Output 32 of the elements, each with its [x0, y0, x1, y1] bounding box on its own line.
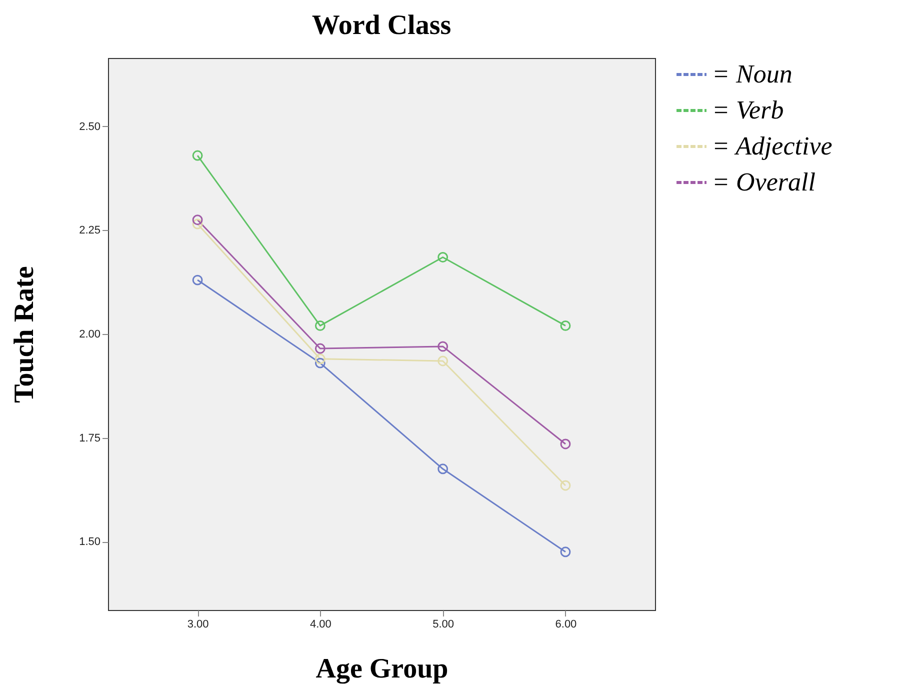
point	[560, 320, 571, 331]
legend-label: = Overall	[712, 168, 816, 196]
legend-label: = Verb	[712, 96, 784, 124]
point	[560, 438, 571, 450]
point	[438, 252, 448, 262]
point	[192, 214, 203, 226]
point	[314, 358, 326, 368]
point	[438, 341, 448, 352]
y-tick-label: 1.50	[79, 536, 100, 548]
x-axis-title: Age Group	[316, 654, 448, 684]
legend-label: = Noun	[712, 60, 792, 88]
point	[438, 464, 448, 474]
point	[314, 354, 326, 364]
chart-title: Word Class	[312, 10, 452, 41]
x-tick-label: 6.00	[555, 618, 577, 630]
point	[314, 343, 326, 354]
x-tick-label: 4.00	[310, 618, 332, 630]
y-tick-label: 1.75	[79, 432, 100, 444]
y-tick-label: 2.25	[79, 224, 100, 237]
y-tick-label: 2.00	[79, 328, 100, 340]
legend-label: = Adjective	[712, 132, 832, 160]
point	[560, 546, 571, 558]
point	[192, 218, 203, 230]
point	[314, 320, 326, 331]
x-tick-label: 5.00	[432, 618, 454, 630]
x-tick-label: 3.00	[187, 618, 209, 630]
point	[438, 356, 448, 366]
y-tick-label: 2.50	[79, 120, 100, 133]
point	[560, 480, 571, 491]
point	[192, 150, 203, 161]
point	[192, 274, 203, 286]
y-axis-title: Touch Rate	[9, 266, 40, 403]
